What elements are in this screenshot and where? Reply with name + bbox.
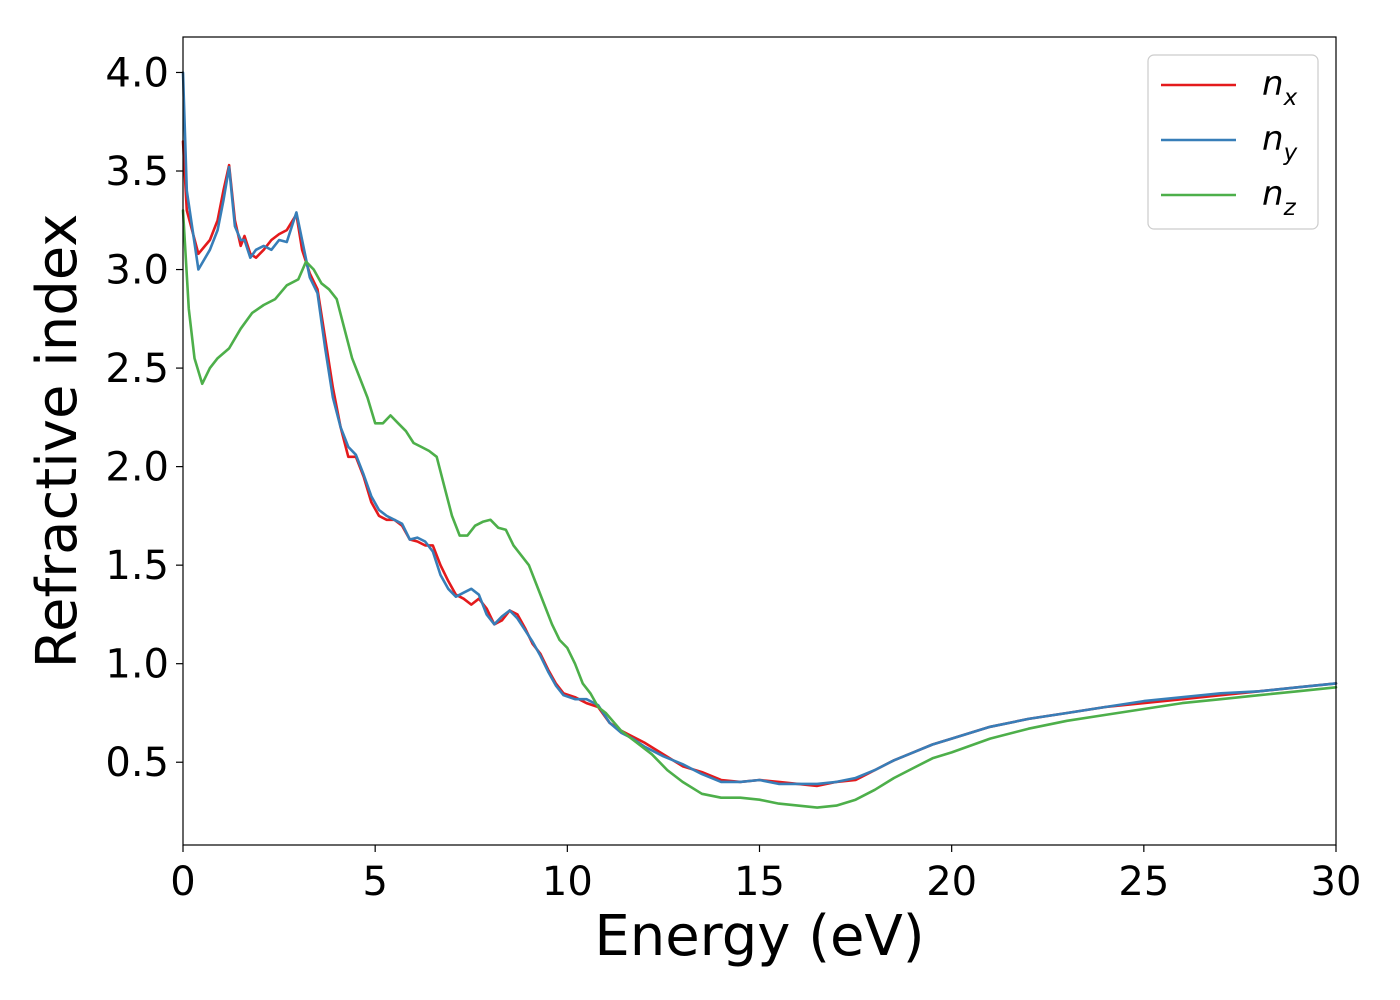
legend: nx ny nz bbox=[1147, 54, 1319, 230]
y-tick-label: 3.5 bbox=[105, 149, 169, 195]
y-axis: 0.5 1.0 1.5 2.0 2.5 3.0 3.5 4.0 bbox=[105, 50, 183, 786]
y-tick-label: 0.5 bbox=[105, 740, 169, 786]
x-tick-label: 5 bbox=[362, 859, 387, 905]
x-tick-label: 15 bbox=[734, 859, 785, 905]
legend-label-y: ny bbox=[1262, 119, 1298, 166]
x-tick-label: 10 bbox=[542, 859, 593, 905]
x-tick-label: 25 bbox=[1118, 859, 1169, 905]
y-tick-label: 1.5 bbox=[105, 543, 169, 589]
y-tick-label: 2.5 bbox=[105, 346, 169, 392]
x-axis: 0 5 10 15 20 25 30 bbox=[170, 845, 1361, 905]
x-tick-label: 30 bbox=[1311, 859, 1362, 905]
plot-lines bbox=[181, 71, 1338, 809]
y-tick-label: 1.0 bbox=[105, 642, 169, 688]
series-line-z bbox=[181, 209, 1338, 809]
y-axis-label: Refractive index bbox=[25, 214, 90, 669]
x-axis-label: Energy (eV) bbox=[594, 904, 924, 969]
series-line-x bbox=[181, 140, 1338, 788]
series-line-y bbox=[181, 71, 1338, 786]
x-tick-label: 0 bbox=[170, 859, 195, 905]
legend-box bbox=[1147, 54, 1319, 230]
legend-label-x: nx bbox=[1262, 64, 1298, 111]
y-tick-label: 4.0 bbox=[105, 50, 169, 96]
x-tick-label: 20 bbox=[926, 859, 977, 905]
y-tick-label: 3.0 bbox=[105, 248, 169, 294]
y-tick-label: 2.0 bbox=[105, 445, 169, 491]
legend-label-z: nz bbox=[1262, 174, 1297, 221]
